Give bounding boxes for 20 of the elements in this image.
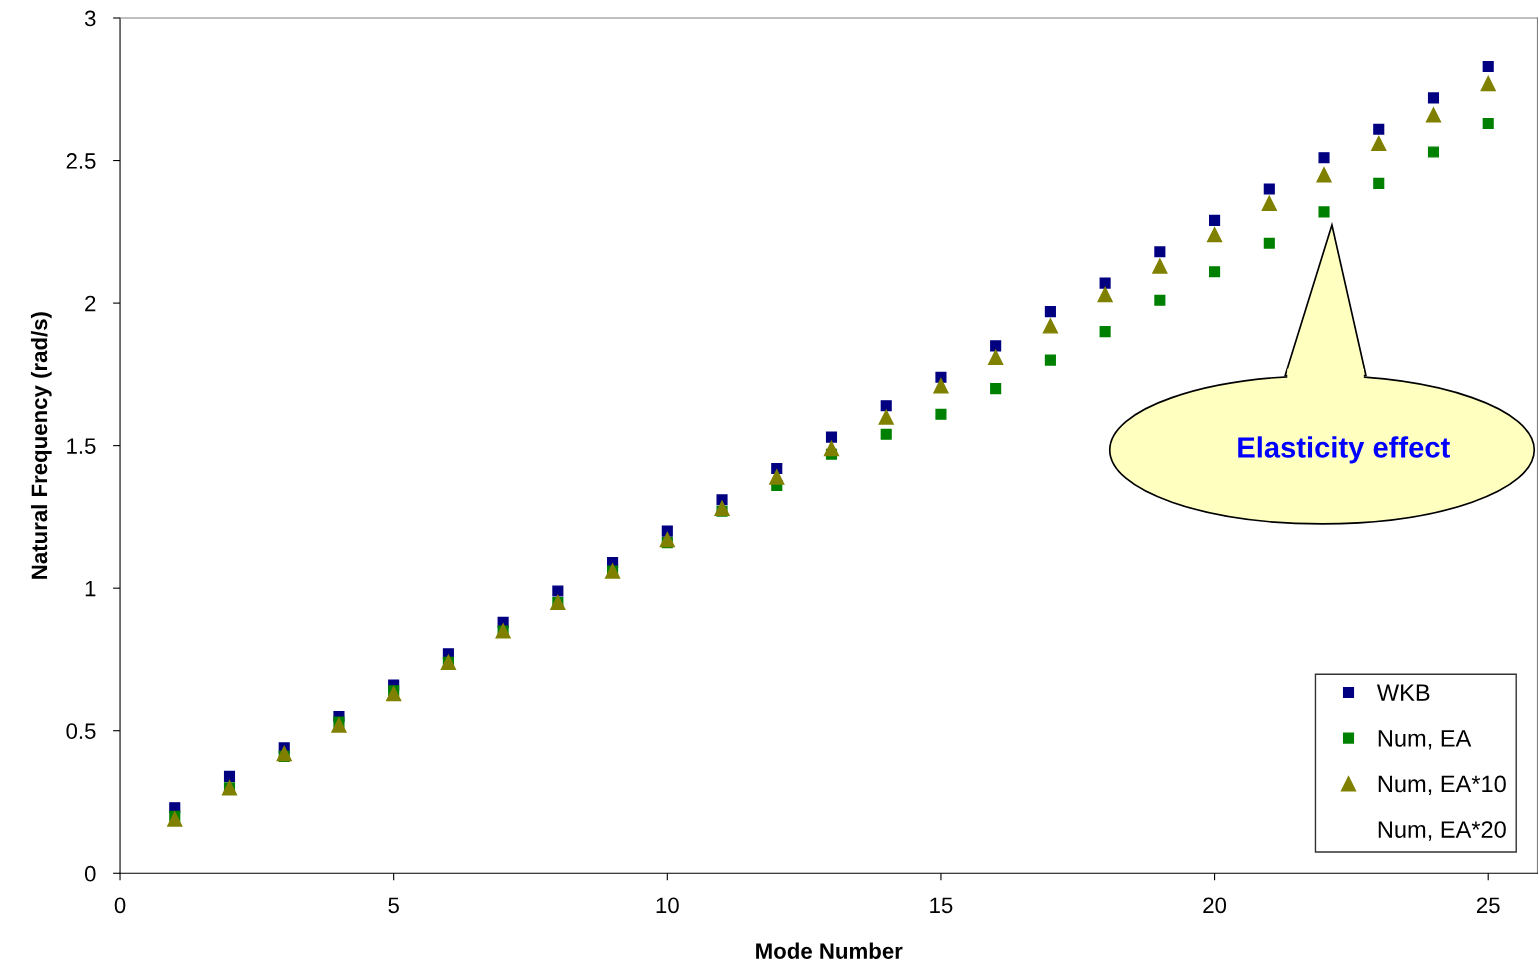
- y-tick-label: 3: [84, 10, 96, 27]
- y-tick-label: 0.5: [66, 723, 96, 739]
- x-tick-label: 5: [388, 897, 399, 914]
- y-tick-label: 2: [85, 295, 96, 312]
- x-tick-label: 15: [930, 897, 953, 914]
- x-tick-label: 20: [1203, 897, 1227, 914]
- y-tick-label: 2.5: [66, 153, 96, 169]
- x-tick-label: 0: [114, 897, 126, 914]
- x-axis-title: Mode Number: [756, 942, 903, 959]
- x-tick-label: 10: [656, 897, 679, 914]
- text: Num, EA*20: [1378, 821, 1506, 841]
- y-axis-title: Natural Frequency (rad/s): [30, 312, 52, 579]
- legend-label: Num, EA*10: [1378, 775, 1506, 796]
- y-tick-label: 1.5: [67, 438, 96, 454]
- legend-label: Num, EA: [1378, 730, 1472, 750]
- y-tick-label: 1: [85, 580, 96, 597]
- legend-label: WKB: [1376, 684, 1430, 701]
- annotation: Elasticity effect: [1238, 436, 1450, 464]
- y-tick-label: 0: [84, 865, 96, 882]
- x-tick-label: 25: [1476, 897, 1500, 914]
